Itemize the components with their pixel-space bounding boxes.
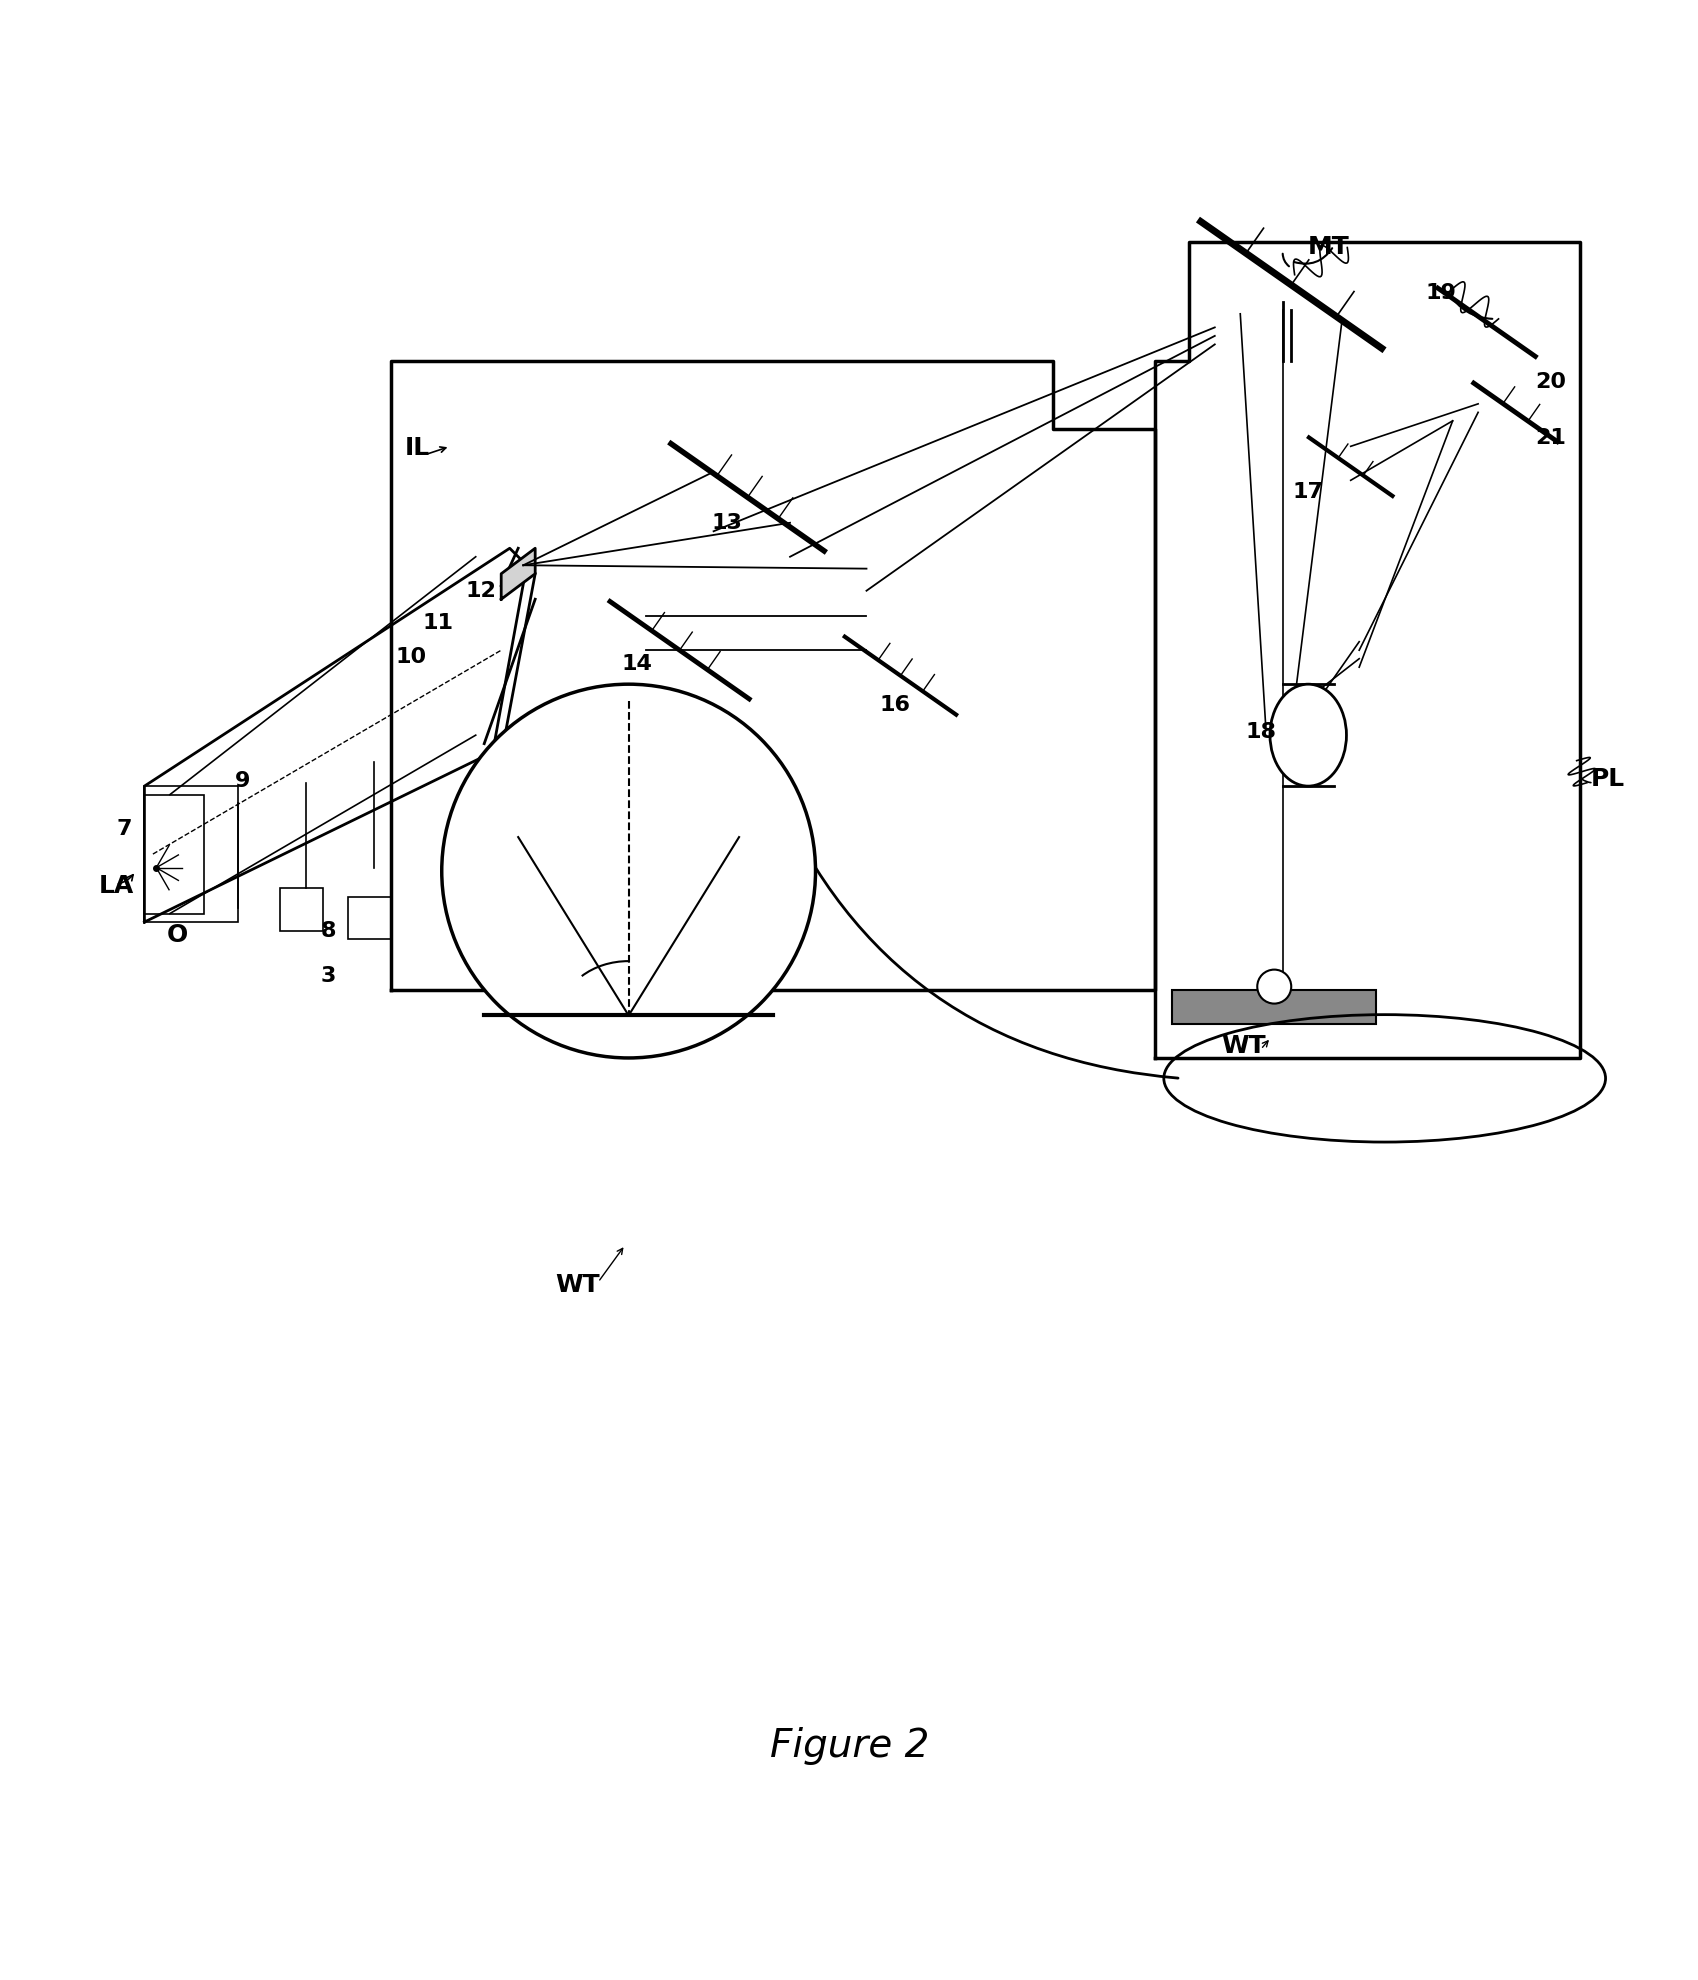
Text: PL: PL (1589, 766, 1623, 792)
Text: 13: 13 (711, 513, 742, 533)
Text: O: O (166, 923, 188, 946)
Text: $\alpha_i$: $\alpha_i$ (676, 802, 700, 826)
Text: WT: WT (1221, 1034, 1265, 1057)
Text: LA: LA (98, 873, 134, 899)
Text: 9: 9 (234, 770, 251, 792)
Text: 8: 8 (319, 921, 336, 940)
Text: IL: IL (404, 436, 430, 459)
Text: 11: 11 (423, 614, 453, 634)
Circle shape (441, 685, 815, 1057)
Text: 3: 3 (319, 966, 336, 986)
Text: Figure 2: Figure 2 (769, 1727, 929, 1764)
Bar (144, 794, 204, 913)
Circle shape (1257, 970, 1290, 1004)
Bar (1172, 990, 1375, 1024)
Bar (348, 897, 391, 939)
Polygon shape (501, 548, 535, 600)
Text: 19: 19 (1425, 283, 1455, 303)
Text: 17: 17 (1292, 483, 1323, 503)
Text: 12: 12 (465, 580, 496, 600)
Text: 16: 16 (880, 695, 910, 715)
Bar (280, 889, 323, 931)
Text: 7: 7 (115, 818, 132, 840)
Bar (144, 786, 238, 923)
Text: 21: 21 (1535, 428, 1566, 447)
Text: 20: 20 (1535, 372, 1566, 392)
Ellipse shape (1268, 685, 1345, 786)
Text: 14: 14 (621, 653, 652, 673)
Text: 17: 17 (464, 808, 494, 828)
Bar (1172, 990, 1375, 1024)
Text: WT: WT (555, 1273, 599, 1297)
Text: MT: MT (1307, 236, 1350, 259)
Text: 18: 18 (1245, 723, 1275, 742)
Text: 10: 10 (396, 647, 426, 667)
